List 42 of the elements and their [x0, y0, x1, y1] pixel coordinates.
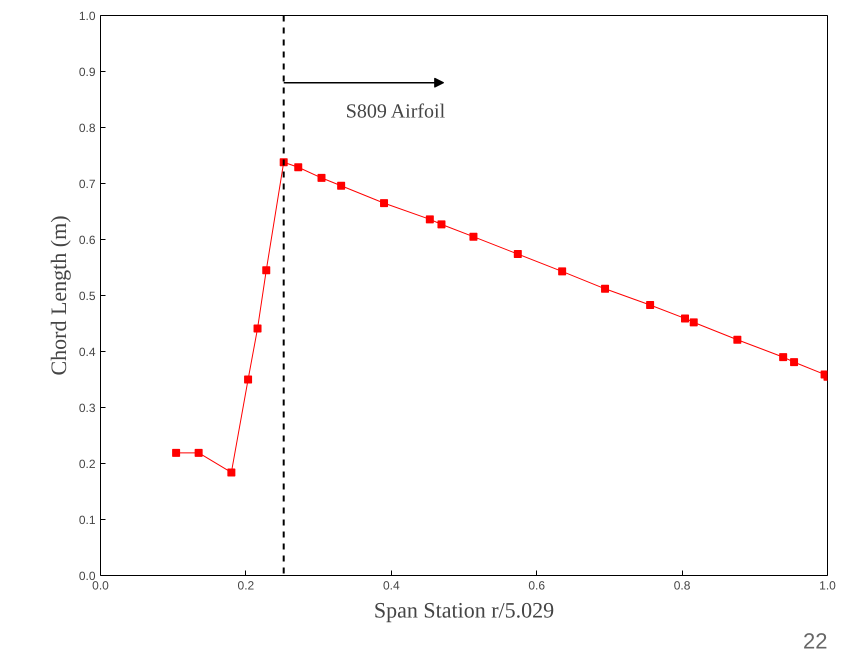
point [514, 250, 522, 258]
text: 1.0 [819, 578, 836, 592]
x-tick-label: 0.4 [382, 578, 400, 592]
point [558, 267, 566, 276]
point [262, 266, 270, 274]
point [646, 301, 654, 310]
point [380, 199, 388, 208]
y-axis-title: Chord Length (m) [46, 215, 71, 376]
y-tick-label: 0.3 [78, 401, 96, 415]
y-tick-label: 1.0 [78, 9, 96, 23]
point [681, 314, 690, 322]
point [790, 358, 798, 366]
x-tick-label: 0.2 [238, 578, 255, 592]
y-tick-label: 0.6 [78, 233, 96, 247]
y-tick-label: 0.8 [78, 121, 96, 135]
point [779, 353, 788, 362]
point [601, 284, 610, 293]
text: 22 [803, 628, 828, 653]
y-tick-label: 0.5 [78, 289, 96, 303]
point [318, 174, 326, 182]
point [244, 376, 252, 384]
point [690, 318, 698, 326]
point [437, 220, 446, 228]
point [733, 336, 742, 344]
point [337, 182, 346, 190]
point [294, 163, 302, 172]
annotation: S809 Airfoil [346, 100, 446, 123]
point [426, 215, 434, 224]
x-tick-label: 0.8 [674, 578, 691, 592]
text: 0.0 [92, 578, 109, 592]
y-tick-label: 0.7 [78, 177, 96, 191]
point [194, 448, 203, 457]
y-tick-label: 0.1 [78, 513, 96, 527]
point [227, 468, 236, 476]
x-axis-title: Span Station r/5.029 [374, 598, 554, 622]
point [254, 324, 262, 333]
y-tick-label: 0.9 [78, 65, 96, 79]
y-tick-label: 0.4 [78, 345, 96, 359]
x-tick-label: 0.6 [528, 578, 546, 592]
point [172, 448, 180, 457]
point [469, 232, 478, 241]
y-tick-label: 0.2 [78, 457, 96, 471]
